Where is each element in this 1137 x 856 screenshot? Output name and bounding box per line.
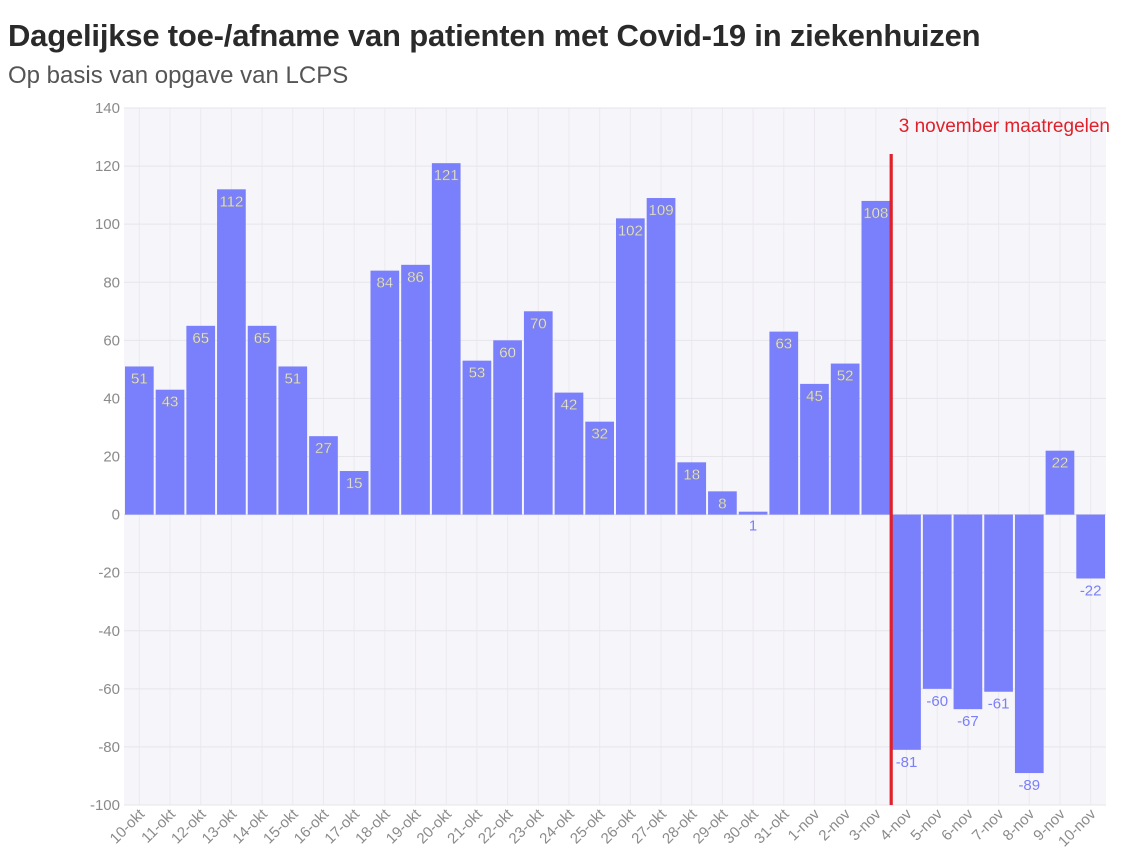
data-label: 70 [530, 315, 547, 332]
bar [431, 163, 461, 515]
chart-subtitle: Op basis van opgave van LCPS [8, 62, 349, 89]
data-label: 121 [434, 167, 459, 184]
bar [1045, 450, 1075, 515]
y-tick-label: -100 [90, 797, 120, 814]
y-tick-label: 100 [95, 216, 120, 233]
data-label: 63 [775, 336, 792, 353]
data-label: 53 [469, 365, 486, 382]
x-tick-label: 4-nov [877, 805, 916, 844]
bar [554, 392, 584, 515]
bar [677, 462, 707, 515]
data-label: 109 [649, 202, 674, 219]
data-label: 65 [254, 330, 271, 347]
x-tick-label: 6-nov [938, 805, 977, 844]
data-label: -67 [957, 713, 979, 730]
data-label: 65 [192, 330, 209, 347]
bar [984, 514, 1013, 692]
data-label: 32 [591, 426, 608, 443]
data-label: 27 [315, 440, 332, 457]
x-tick-label: 2-nov [815, 805, 854, 844]
x-tick-label: 1-nov [785, 805, 824, 844]
bar [125, 366, 154, 515]
bar [370, 270, 400, 515]
data-label: -22 [1080, 582, 1102, 599]
y-tick-label: 80 [103, 274, 120, 291]
data-label: 51 [284, 370, 301, 387]
data-label: -89 [1018, 777, 1040, 794]
bar [462, 360, 492, 515]
data-label: 102 [618, 222, 643, 239]
bar [1076, 514, 1105, 579]
bar [1014, 514, 1044, 774]
chart-title: Dagelijkse toe-/afname van patienten met… [8, 18, 981, 53]
bar [585, 421, 614, 515]
data-label: -81 [896, 754, 918, 771]
y-tick-label: -60 [98, 681, 120, 698]
bar [493, 340, 522, 515]
y-tick-label: -20 [98, 565, 120, 582]
bar [186, 325, 216, 515]
data-label: 42 [561, 397, 578, 414]
bar [646, 198, 676, 515]
x-tick-label: 31-okt [751, 805, 793, 847]
data-label: 108 [863, 205, 888, 222]
data-label: 51 [131, 370, 148, 387]
y-tick-label: 40 [103, 390, 120, 407]
bar [616, 218, 645, 515]
bar [247, 325, 277, 515]
y-tick-label: 140 [95, 100, 120, 117]
data-label: 43 [162, 394, 179, 411]
bar [922, 514, 952, 689]
bar [892, 514, 921, 750]
data-label: -60 [926, 693, 948, 710]
bar [769, 331, 799, 515]
bar [708, 491, 737, 515]
bar [830, 363, 860, 515]
bar [217, 189, 246, 515]
x-tick-label: 8-nov [1000, 805, 1039, 844]
bar [800, 383, 829, 515]
data-label: 45 [806, 388, 823, 405]
bar [339, 471, 369, 515]
y-tick-label: 120 [95, 158, 120, 175]
bar [523, 311, 553, 515]
data-label: 60 [499, 344, 516, 361]
data-label: 22 [1052, 455, 1069, 472]
data-label: 15 [346, 475, 363, 492]
data-label: 84 [377, 275, 394, 292]
y-tick-label: 60 [103, 332, 120, 349]
data-label: 8 [718, 495, 726, 512]
x-tick-label: 7-nov [969, 805, 1008, 844]
y-tick-label: -80 [98, 739, 120, 756]
bar [155, 389, 185, 515]
data-label: 86 [407, 269, 424, 286]
x-tick-label: 3-nov [846, 805, 885, 844]
data-label: 18 [683, 466, 700, 483]
bar [953, 514, 983, 710]
y-tick-label: -40 [98, 623, 120, 640]
y-tick-label: 0 [112, 507, 120, 524]
bar [309, 436, 338, 515]
y-tick-label: 20 [103, 449, 120, 466]
bar [401, 264, 430, 515]
data-label: 112 [219, 193, 243, 210]
bar [278, 366, 308, 515]
x-tick-label: 5-nov [907, 805, 946, 844]
data-label: -61 [988, 696, 1010, 713]
data-label: 1 [749, 518, 757, 535]
bar [738, 511, 768, 515]
annotation-label: 3 november maatregelen [899, 116, 1110, 137]
bar [861, 200, 891, 515]
data-label: 52 [837, 368, 854, 385]
